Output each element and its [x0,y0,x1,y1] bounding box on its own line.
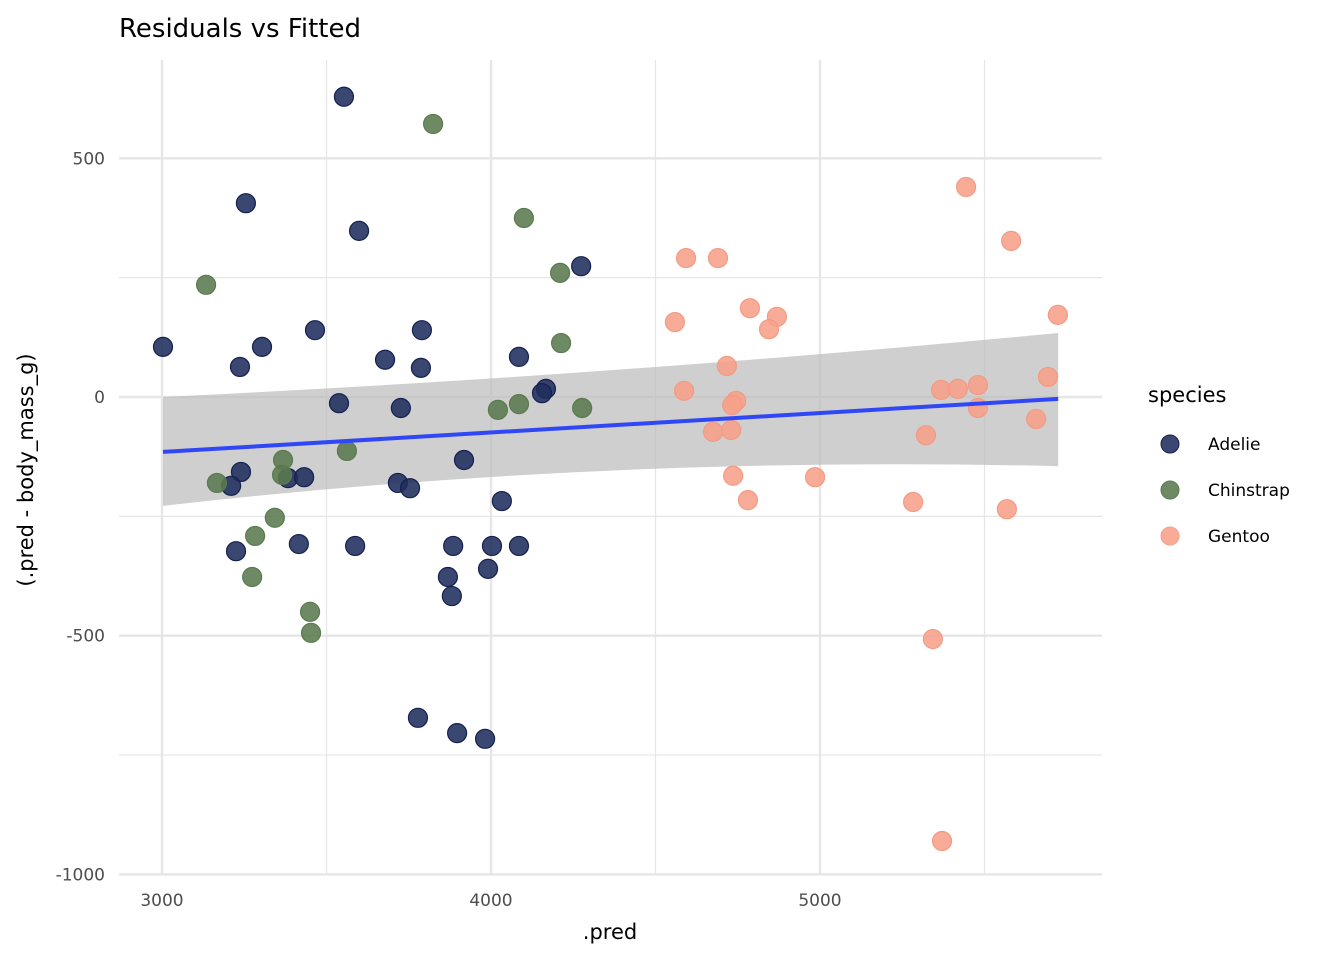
point-adelie [152,336,174,357]
point-chinstrap [422,113,444,135]
point-gentoo [721,419,742,441]
point-chinstrap [550,332,572,354]
point-gentoo [930,379,952,400]
point-gentoo [955,176,977,198]
point-chinstrap [549,262,571,283]
point-adelie [443,535,464,557]
point-gentoo [922,628,943,650]
point-chinstrap [572,397,593,419]
point-chinstrap [242,566,263,588]
confidence-ribbon-layer [162,333,1059,506]
point-adelie [345,535,366,557]
points-layer [152,86,1068,852]
point-adelie [251,336,273,357]
smooth-line-layer [162,396,1059,454]
x-tick-label: 4000 [469,891,512,911]
point-gentoo [674,380,695,401]
legend-label-chinstrap: Chinstrap [1208,481,1290,501]
point-gentoo [702,421,724,442]
x-tick-label: 3000 [140,891,183,911]
point-chinstrap [300,622,322,643]
point-chinstrap [299,601,321,622]
y-tick-label: 0 [94,388,105,408]
point-adelie [390,397,411,419]
point-adelie [333,86,355,107]
point-adelie [491,490,512,512]
point-adelie [508,346,530,367]
point-adelie [474,728,496,749]
y-axis-title: (.pred - body_mass_g) [14,353,39,586]
point-adelie [411,320,433,341]
legend: species Adelie Chinstrap Gentoo [1148,383,1290,547]
legend-label-gentoo: Gentoo [1208,527,1270,547]
legend-label-adelie: Adelie [1208,435,1261,455]
point-gentoo [915,425,937,446]
point-adelie [229,356,251,378]
point-adelie [399,478,421,499]
y-tick-label: -1000 [56,865,105,885]
point-adelie [531,383,553,404]
point-gentoo [947,378,968,399]
point-chinstrap [336,440,357,462]
point-adelie [571,256,592,277]
point-adelie [481,535,503,557]
point-adelie [477,558,499,579]
point-gentoo [931,830,953,852]
point-adelie [374,349,396,370]
y-tick-label: 500 [73,149,105,169]
point-gentoo [996,499,1017,520]
point-adelie [447,722,468,744]
point-gentoo [1026,408,1047,430]
point-chinstrap [264,507,285,528]
point-adelie [235,193,256,214]
point-gentoo [967,374,989,396]
point-adelie [304,320,326,341]
point-gentoo [675,247,697,269]
point-adelie [294,467,315,488]
y-tick-label: -500 [66,627,105,647]
point-adelie [508,535,530,557]
point-adelie [453,449,475,471]
legend-key-adelie [1160,434,1180,454]
point-gentoo [722,395,743,416]
point-chinstrap [272,449,294,471]
legend-title: species [1148,383,1226,407]
point-adelie [410,357,432,378]
point-gentoo [804,467,826,488]
point-chinstrap [513,207,535,229]
point-gentoo [1047,304,1068,325]
point-adelie [348,220,370,241]
chart-title: Residuals vs Fitted [119,14,361,44]
point-gentoo [664,311,686,333]
smooth-fit-line [162,396,1059,454]
point-chinstrap [487,399,509,420]
point-chinstrap [508,394,530,415]
point-adelie [437,566,459,588]
point-chinstrap [206,472,228,494]
legend-key-chinstrap [1160,480,1180,500]
point-adelie [225,541,247,562]
point-gentoo [723,465,744,486]
point-gentoo [1001,230,1022,251]
x-tick-label: 5000 [798,891,841,911]
point-gentoo [1037,366,1059,388]
point-gentoo [737,490,759,511]
point-adelie [288,533,309,555]
point-gentoo [707,247,729,269]
point-gentoo [739,298,761,319]
x-axis-title: .pred [583,920,637,944]
point-adelie [441,585,462,607]
point-gentoo [758,319,780,340]
legend-key-gentoo [1160,526,1180,546]
point-chinstrap [245,525,266,547]
point-chinstrap [195,274,217,295]
point-adelie [328,393,350,414]
confidence-ribbon [162,333,1059,506]
point-gentoo [716,355,737,377]
point-adelie [230,461,252,483]
point-adelie [407,707,429,728]
point-gentoo [903,491,924,513]
